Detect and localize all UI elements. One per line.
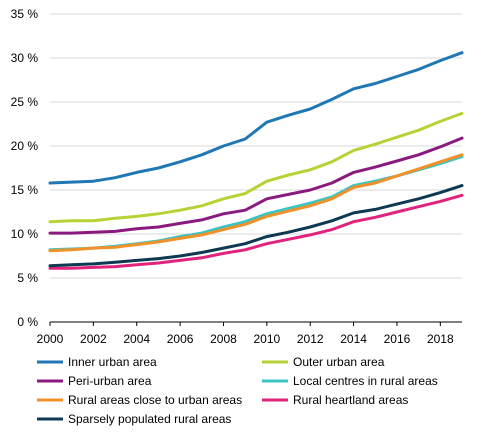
legend-item: Rural areas close to urban areas — [37, 393, 242, 407]
legend: Inner urban area Outer urban area Peri-urb… — [37, 355, 438, 426]
x-tick-label: 2002 — [80, 332, 107, 346]
x-tick-label: 2006 — [167, 332, 194, 346]
series-lines — [48, 51, 464, 270]
x-tick-label: 2014 — [340, 332, 367, 346]
y-tick-label: 25 % — [11, 95, 39, 109]
x-tick-label: 2012 — [297, 332, 324, 346]
x-tick-label: 2016 — [384, 332, 411, 346]
legend-label: Rural heartland areas — [293, 393, 408, 407]
series-line-4 — [48, 153, 464, 253]
series-line-0 — [48, 51, 464, 185]
legend-item: Local centres in rural areas — [262, 374, 438, 388]
y-tick-labels: 0 % 5 % 10 % 15 % 20 % 25 % 30 % 35 % — [11, 7, 39, 329]
x-tick-label: 2008 — [210, 332, 237, 346]
y-tick-label: 15 % — [11, 183, 39, 197]
x-tick-label: 2010 — [253, 332, 280, 346]
x-tick-label: 2018 — [427, 332, 454, 346]
legend-item: Sparsely populated rural areas — [37, 412, 231, 426]
legend-item: Inner urban area — [37, 355, 157, 369]
legend-item: Rural heartland areas — [262, 393, 408, 407]
y-tick-label: 30 % — [11, 51, 39, 65]
legend-label: Peri-urban area — [68, 374, 152, 388]
series-line-1 — [48, 111, 464, 224]
y-tick-label: 5 % — [17, 271, 38, 285]
legend-label: Inner urban area — [68, 355, 157, 369]
legend-label: Rural areas close to urban areas — [68, 393, 242, 407]
legend-item: Peri-urban area — [37, 374, 152, 388]
legend-label: Outer urban area — [293, 355, 385, 369]
series-line-2 — [48, 136, 464, 235]
y-tick-label: 10 % — [11, 227, 39, 241]
series-line-6 — [48, 184, 464, 268]
legend-item: Outer urban area — [262, 355, 385, 369]
series-line-5 — [48, 193, 464, 270]
legend-label: Sparsely populated rural areas — [68, 412, 231, 426]
legend-label: Local centres in rural areas — [293, 374, 438, 388]
y-tick-label: 20 % — [11, 139, 39, 153]
gridlines — [50, 13, 462, 279]
x-tick-label: 2000 — [37, 332, 64, 346]
y-tick-label: 35 % — [11, 7, 39, 21]
x-tick-labels: 2000 2002 2004 2006 2008 2010 2012 2014 2016 2018 — [37, 322, 454, 346]
x-tick-label: 2004 — [123, 332, 150, 346]
y-tick-label: 0 % — [17, 315, 38, 329]
